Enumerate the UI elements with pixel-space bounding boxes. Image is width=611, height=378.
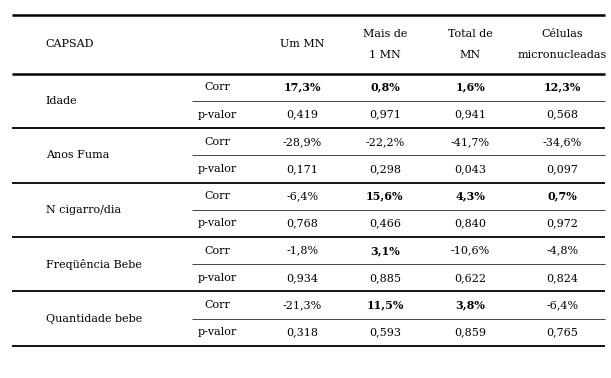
Text: 0,824: 0,824 [546,273,578,283]
Text: 0,8%: 0,8% [370,82,400,93]
Text: p-valor: p-valor [197,273,236,283]
Text: 15,6%: 15,6% [366,191,404,202]
Text: 0,419: 0,419 [287,110,318,119]
Text: 0,765: 0,765 [546,327,578,337]
Text: 0,885: 0,885 [369,273,401,283]
Text: CAPSAD: CAPSAD [46,39,94,50]
Text: 0,097: 0,097 [546,164,578,174]
Text: micronucleadas: micronucleadas [518,50,607,60]
Text: 0,972: 0,972 [546,218,578,228]
Text: Corr: Corr [204,246,230,256]
Text: 3,1%: 3,1% [370,245,400,256]
Text: MN: MN [460,50,481,60]
Text: p-valor: p-valor [197,218,236,228]
Text: Total de: Total de [448,29,493,39]
Text: 0,318: 0,318 [287,327,318,337]
Text: -28,9%: -28,9% [283,137,322,147]
Text: 0,171: 0,171 [287,164,318,174]
Text: -22,2%: -22,2% [365,137,404,147]
Text: 1 MN: 1 MN [369,50,401,60]
Text: -10,6%: -10,6% [451,246,490,256]
Text: 3,8%: 3,8% [456,299,485,311]
Text: -6,4%: -6,4% [546,300,578,310]
Text: -34,6%: -34,6% [543,137,582,147]
Text: -4,8%: -4,8% [546,246,578,256]
Text: 0,568: 0,568 [546,110,578,119]
Text: Corr: Corr [204,137,230,147]
Text: p-valor: p-valor [197,164,236,174]
Text: 0,971: 0,971 [369,110,401,119]
Text: 0,840: 0,840 [455,218,486,228]
Text: Mais de: Mais de [363,29,407,39]
Text: p-valor: p-valor [197,327,236,337]
Text: 12,3%: 12,3% [543,82,581,93]
Text: 0,622: 0,622 [455,273,486,283]
Text: 0,934: 0,934 [287,273,318,283]
Text: -1,8%: -1,8% [287,246,318,256]
Text: 0,466: 0,466 [369,218,401,228]
Text: 0,768: 0,768 [287,218,318,228]
Text: 0,593: 0,593 [369,327,401,337]
Text: 0,7%: 0,7% [547,191,577,202]
Text: Um MN: Um MN [280,39,324,50]
Text: Anos Fuma: Anos Fuma [46,150,109,160]
Text: 11,5%: 11,5% [366,299,404,311]
Text: 0,043: 0,043 [455,164,486,174]
Text: Corr: Corr [204,191,230,201]
Text: Corr: Corr [204,300,230,310]
Text: Idade: Idade [46,96,78,106]
Text: Células: Células [541,29,583,39]
Text: 4,3%: 4,3% [456,191,485,202]
Text: 0,941: 0,941 [455,110,486,119]
Text: 17,3%: 17,3% [284,82,321,93]
Text: 0,298: 0,298 [369,164,401,174]
Text: p-valor: p-valor [197,110,236,119]
Text: -6,4%: -6,4% [287,191,318,201]
Text: Corr: Corr [204,82,230,92]
Text: -41,7%: -41,7% [451,137,490,147]
Text: -21,3%: -21,3% [283,300,322,310]
Text: N cigarro/dia: N cigarro/dia [46,205,121,215]
Text: 0,859: 0,859 [455,327,486,337]
Text: 1,6%: 1,6% [456,82,485,93]
Text: Freqüência Bebe: Freqüência Bebe [46,259,142,270]
Text: Quantidade bebe: Quantidade bebe [46,314,142,324]
